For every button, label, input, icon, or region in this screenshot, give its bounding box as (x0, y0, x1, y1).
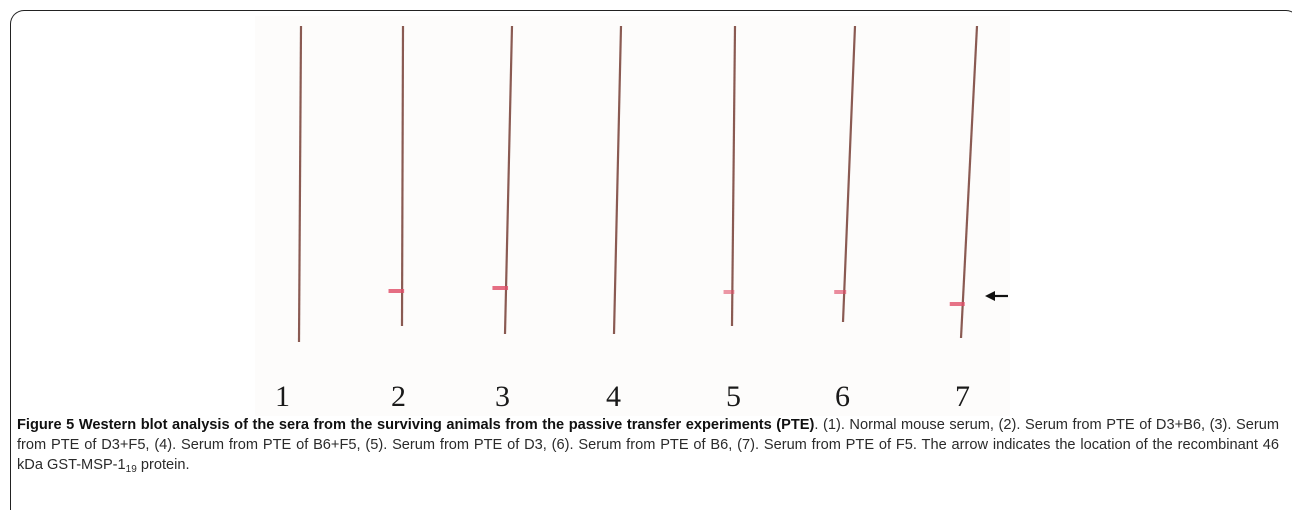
caption-title: Figure 5 Western blot analysis of the se… (17, 417, 815, 433)
protein-band-lane-2 (388, 289, 405, 293)
blot-strip-2 (400, 25, 405, 327)
lane-label-2: 2 (391, 380, 406, 413)
arrow-left-icon (985, 291, 1008, 301)
western-blot-image: 1 2 3 4 5 6 7 (255, 16, 1010, 416)
lane-label-1: 1 (275, 380, 290, 413)
blot-strip-4 (612, 25, 623, 335)
lane-labels: 1 2 3 4 5 6 7 (275, 380, 970, 413)
blot-svg: 1 2 3 4 5 6 7 (275, 25, 1008, 413)
caption-body: . (1). Normal mouse serum, (2). Serum fr… (17, 417, 1280, 473)
blot-strips (297, 25, 979, 343)
protein-band-lane-5 (723, 290, 735, 294)
blot-strip-3 (503, 25, 514, 335)
lane-label-4: 4 (606, 380, 621, 413)
protein-band-lane-3 (492, 286, 509, 290)
blot-strip-1 (297, 25, 303, 343)
figure-caption: Figure 5 Western blot analysis of the se… (17, 415, 1279, 475)
lane-label-6: 6 (835, 380, 850, 413)
caption-tail: protein. (136, 457, 190, 473)
blot-strip-6 (841, 25, 857, 323)
lane-label-5: 5 (726, 380, 741, 413)
lane-label-3: 3 (495, 380, 510, 413)
protein-band-lane-6 (834, 290, 847, 294)
protein-band-lane-7 (949, 302, 965, 306)
figure-frame (10, 10, 1292, 510)
blot-strip-7 (959, 25, 979, 339)
blot-strip-5 (730, 25, 737, 327)
caption-subscript: 19 (125, 464, 137, 475)
lane-label-7: 7 (955, 380, 970, 413)
